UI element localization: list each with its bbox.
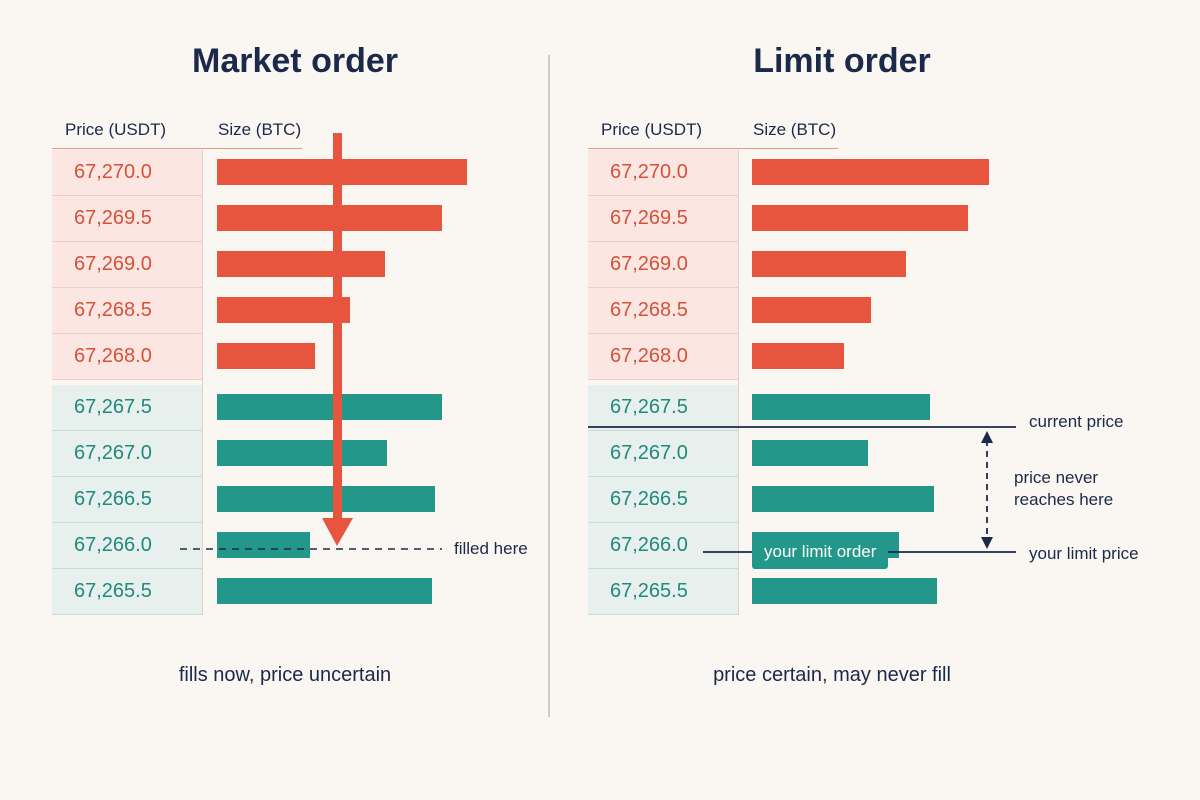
limit-header-rule <box>588 148 838 149</box>
market-bid-size-bar <box>217 440 387 466</box>
limit-bid-size-bar <box>752 486 934 512</box>
price-cell: 67,266.0 <box>74 534 152 556</box>
market-bid-price-row: 67,265.5 <box>52 569 202 615</box>
price-cell: 67,267.5 <box>610 396 688 418</box>
price-cell: 67,269.0 <box>610 253 688 275</box>
market-ask-size-bar <box>217 343 315 369</box>
price-cell: 67,265.5 <box>610 580 688 602</box>
market-ask-price-row: 67,268.5 <box>52 288 202 334</box>
market-ask-size-bar <box>217 297 350 323</box>
market-bid-size-bar <box>217 394 442 420</box>
panel-divider <box>548 55 550 717</box>
limit-price-label: your limit price <box>1029 544 1139 563</box>
market-ask-size-bar <box>217 205 442 231</box>
market-bid-size-bar <box>217 578 432 604</box>
market-bid-price-row: 67,266.0 <box>52 523 202 569</box>
limit-caption: price certain, may never fill <box>713 664 951 686</box>
limit-ask-size-bar <box>752 343 844 369</box>
price-cell: 67,266.0 <box>610 534 688 556</box>
price-cell: 67,268.5 <box>74 299 152 321</box>
market-order-title: Market order <box>192 42 398 80</box>
price-cell: 67,267.0 <box>74 442 152 464</box>
limit-ask-size-bar <box>752 159 989 185</box>
limit-bid-price-row: 67,267.0 <box>588 431 738 477</box>
price-cell: 67,269.5 <box>610 207 688 229</box>
limit-bid-size-bar <box>752 578 937 604</box>
limit-order-badge: your limit order <box>752 535 889 569</box>
market-ask-price-row: 67,269.5 <box>52 196 202 242</box>
limit-bid-size-bar <box>752 440 868 466</box>
price-cell: 67,267.0 <box>610 442 688 464</box>
market-ask-price-row: 67,268.0 <box>52 334 202 380</box>
price-cell: 67,265.5 <box>74 580 152 602</box>
current-price-label: current price <box>1029 412 1124 431</box>
price-cell: 67,266.5 <box>610 488 688 510</box>
price-cell: 67,270.0 <box>610 161 688 183</box>
limit-size-header: Size (BTC) <box>753 120 837 139</box>
price-cell: 67,268.0 <box>610 345 688 367</box>
price-cell: 67,268.5 <box>610 299 688 321</box>
price-cell: 67,269.0 <box>74 253 152 275</box>
limit-ask-price-row: 67,270.0 <box>588 150 738 196</box>
price-cell: 67,266.5 <box>74 488 152 510</box>
limit-ask-price-row: 67,268.5 <box>588 288 738 334</box>
limit-ask-size-bar <box>752 297 871 323</box>
market-price-header: Price (USDT) <box>65 120 167 139</box>
market-sweep-arrow-head <box>322 518 353 546</box>
market-bid-price-row: 67,267.0 <box>52 431 202 477</box>
market-ask-price-row: 67,270.0 <box>52 150 202 196</box>
market-size-header: Size (BTC) <box>218 120 302 139</box>
market-bid-size-bar <box>217 486 435 512</box>
market-bid-price-row: 67,266.5 <box>52 477 202 523</box>
market-bid-price-row: 67,267.5 <box>52 385 202 431</box>
limit-bid-price-row: 67,265.5 <box>588 569 738 615</box>
limit-ask-price-row: 67,268.0 <box>588 334 738 380</box>
market-ask-price-row: 67,269.0 <box>52 242 202 288</box>
price-cell: 67,267.5 <box>74 396 152 418</box>
limit-bid-price-row: 67,267.5 <box>588 385 738 431</box>
market-bid-size-bar <box>217 532 310 558</box>
limit-order-book: 67,270.0 67,269.5 67,269.0 67,268.5 67,268.0… <box>588 150 739 615</box>
market-ask-size-bar <box>217 251 385 277</box>
market-header-rule <box>52 148 302 149</box>
market-ask-size-bar <box>217 159 467 185</box>
market-order-book: 67,270.0 67,269.5 67,269.0 67,268.5 67,268.0… <box>52 150 203 615</box>
limit-order-title: Limit order <box>753 42 931 80</box>
limit-bid-size-bar <box>752 394 930 420</box>
market-caption: fills now, price uncertain <box>178 664 392 686</box>
price-cell: 67,269.5 <box>74 207 152 229</box>
limit-ask-size-bar <box>752 251 906 277</box>
limit-bid-price-row: 67,266.0 <box>588 523 738 569</box>
limit-ask-price-row: 67,269.0 <box>588 242 738 288</box>
limit-ask-size-bar <box>752 205 968 231</box>
price-cell: 67,268.0 <box>74 345 152 367</box>
price-cell: 67,270.0 <box>74 161 152 183</box>
never-reaches-arrow-up-head <box>981 431 993 443</box>
price-never-reaches-label: price never reaches here <box>1014 468 1114 509</box>
limit-bid-price-row: 67,266.5 <box>588 477 738 523</box>
limit-price-header: Price (USDT) <box>601 120 703 139</box>
filled-here-label: filled here <box>454 539 528 558</box>
limit-ask-price-row: 67,269.5 <box>588 196 738 242</box>
never-reaches-arrow-down-head <box>981 537 993 549</box>
